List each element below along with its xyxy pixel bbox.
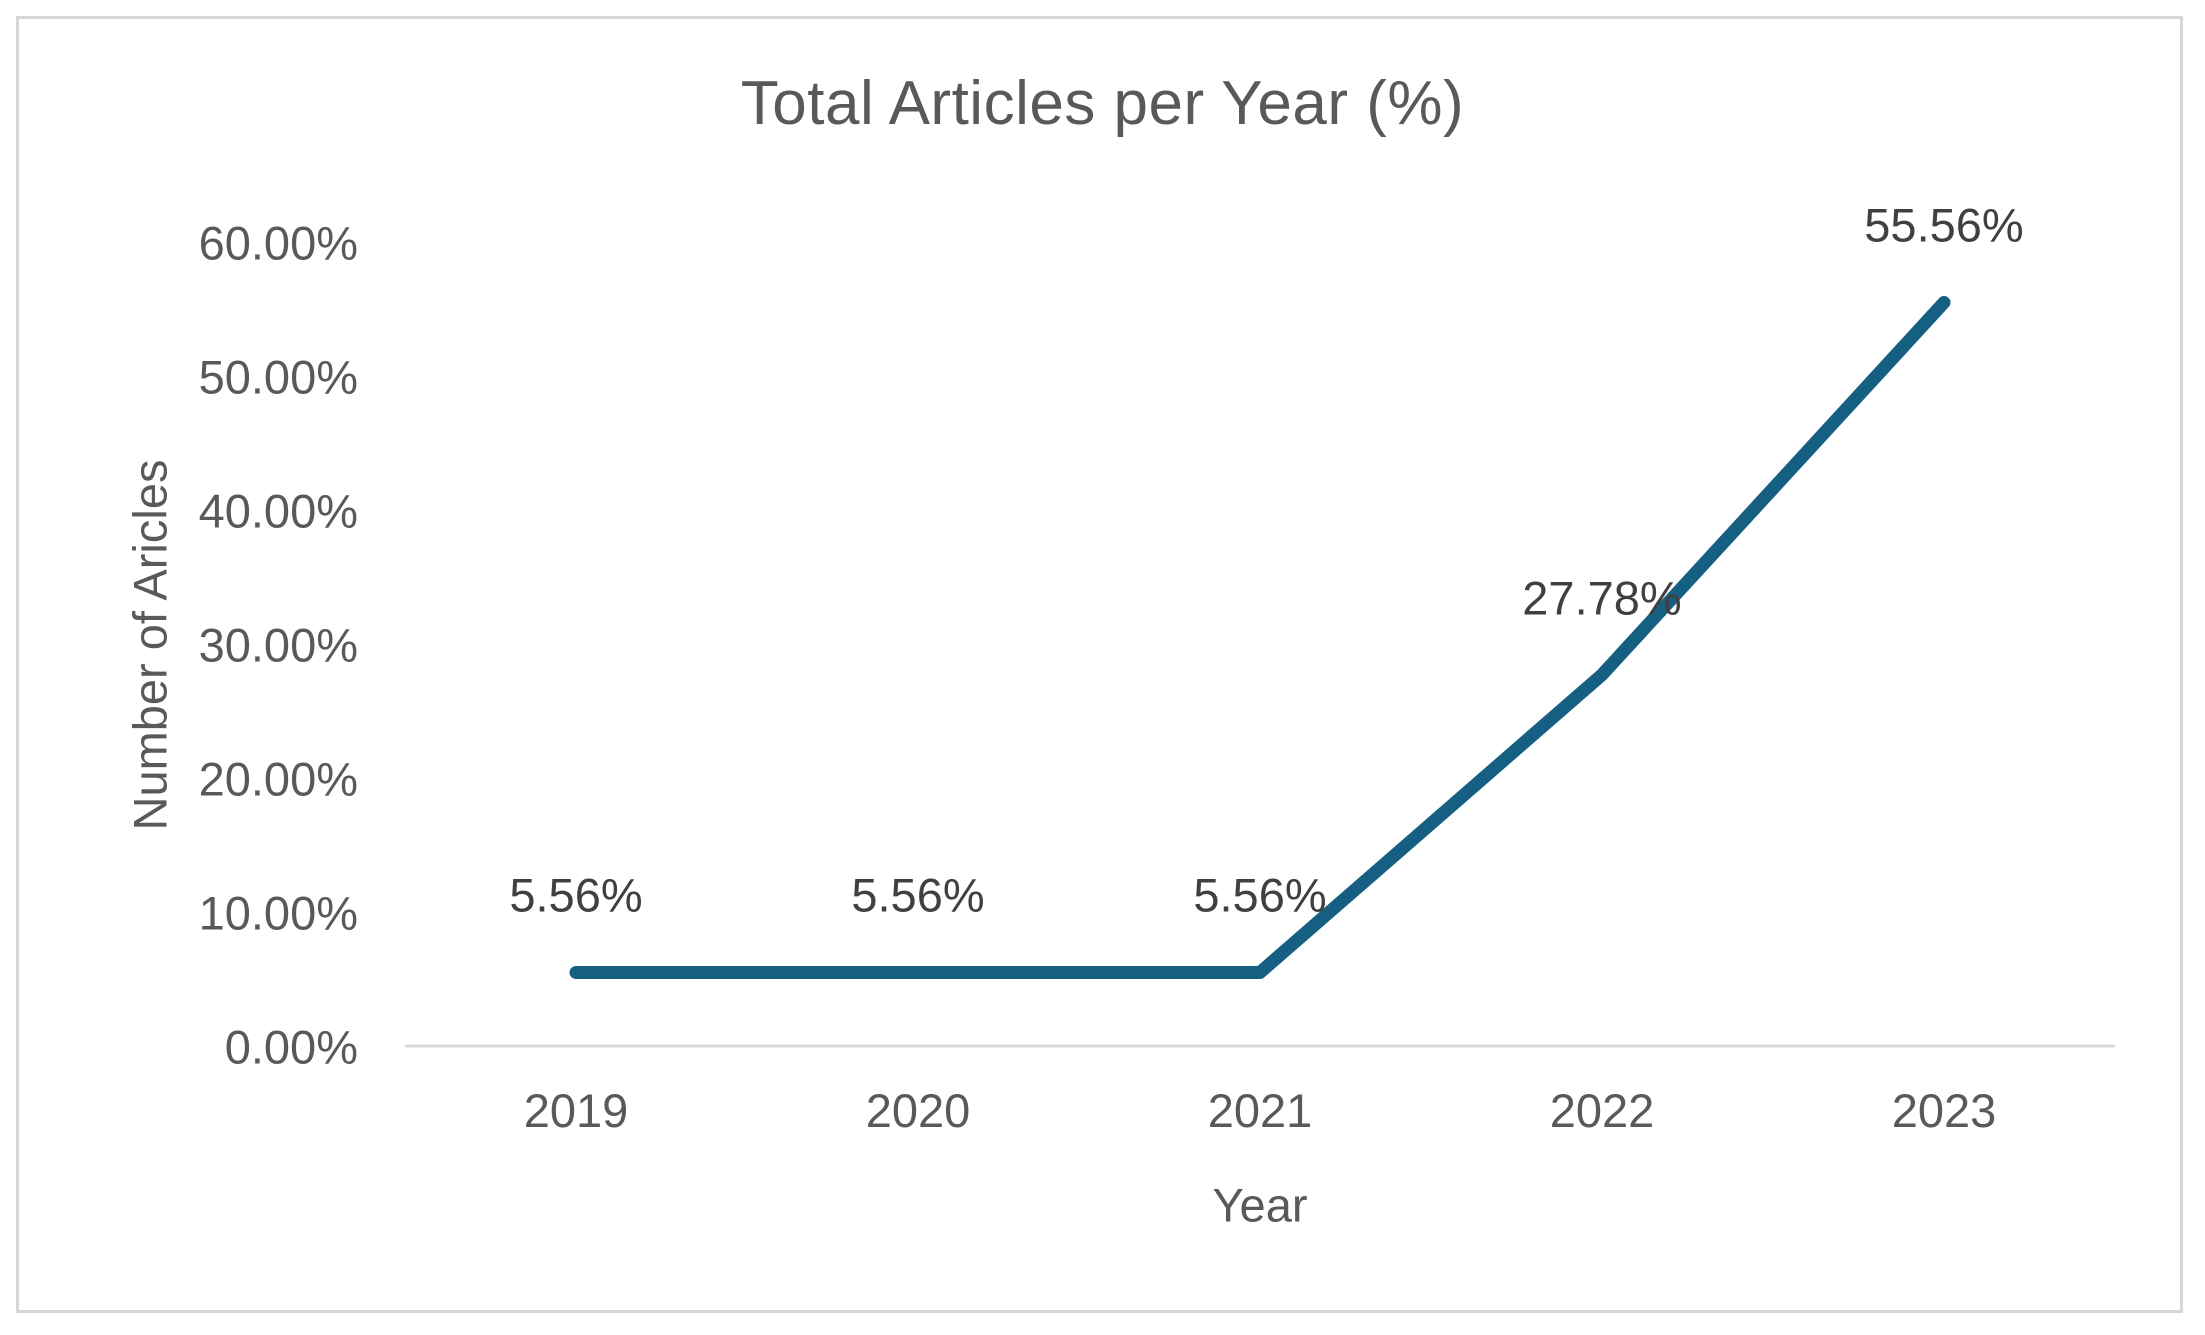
x-axis-title: Year (1212, 1178, 1308, 1232)
x-axis-tick-label: 2020 (865, 1084, 971, 1137)
y-axis-tick-label: 30.00% (198, 618, 358, 672)
chart-border (16, 16, 2183, 1313)
y-axis-tick-label: 20.00% (198, 752, 358, 806)
data-point-label: 5.56% (851, 868, 985, 922)
y-axis-tick-label: 50.00% (198, 350, 358, 404)
data-point-label: 55.56% (1864, 198, 2024, 252)
chart-title: Total Articles per Year (%) (740, 69, 1465, 138)
x-axis-tick-label: 2021 (1207, 1084, 1313, 1137)
x-axis-tick-label: 2023 (1891, 1084, 1997, 1137)
data-point-label: 5.56% (1193, 868, 1327, 922)
y-axis-tick-label: 0.00% (224, 1020, 358, 1074)
x-axis-tick-label: 2022 (1549, 1084, 1655, 1137)
y-axis-tick-label: 40.00% (198, 484, 358, 538)
data-line (569, 295, 1951, 979)
y-axis-tick-label: 60.00% (198, 216, 358, 270)
y-axis-tick-label: 10.00% (198, 886, 358, 940)
data-point-label: 27.78% (1522, 571, 1682, 625)
data-point-label: 5.56% (509, 868, 643, 922)
x-axis-tick-label: 2019 (523, 1084, 629, 1137)
